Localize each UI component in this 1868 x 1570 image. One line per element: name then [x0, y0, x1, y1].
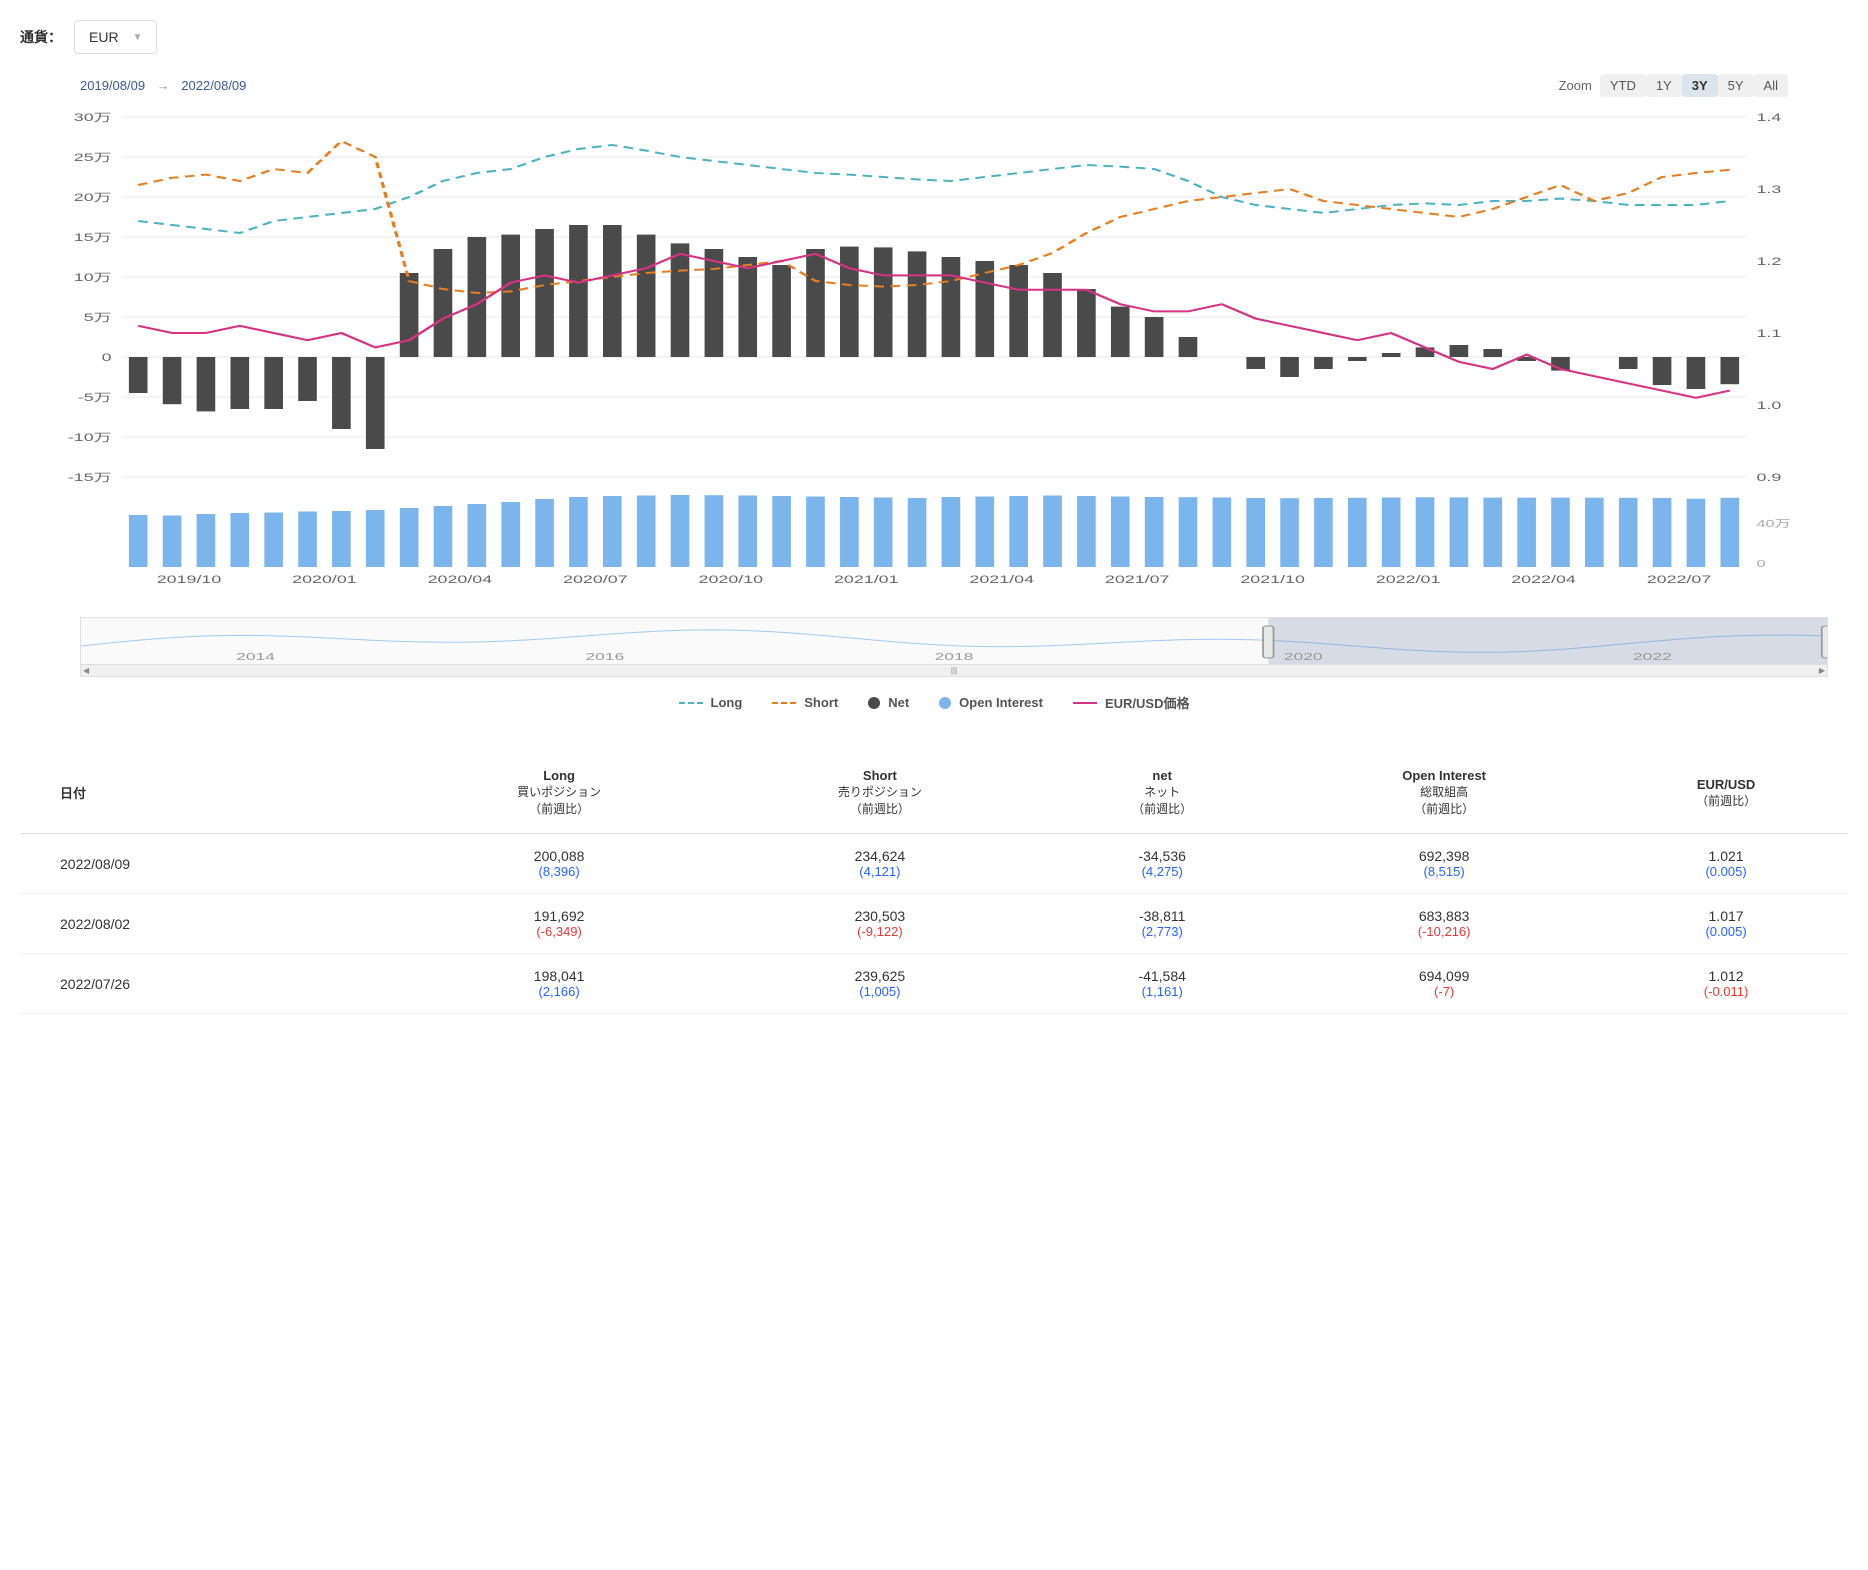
svg-text:0: 0: [102, 352, 112, 364]
svg-text:0: 0: [1756, 558, 1765, 569]
svg-text:2021/10: 2021/10: [1240, 574, 1305, 586]
scroll-right-icon[interactable]: ▶: [1819, 666, 1825, 675]
zoom-btn-1y[interactable]: 1Y: [1646, 74, 1682, 97]
svg-text:1.2: 1.2: [1756, 256, 1781, 268]
svg-text:2022/07: 2022/07: [1647, 574, 1712, 586]
col-header: netネット（前週比）: [1040, 752, 1284, 834]
legend-short-label: Short: [804, 695, 838, 710]
cell: -41,584(1,161): [1040, 954, 1284, 1014]
date-cell: 2022/08/02: [20, 894, 399, 954]
zoom-btn-all[interactable]: All: [1754, 74, 1788, 97]
svg-text:-5万: -5万: [78, 392, 112, 404]
col-header: Short売りポジション（前週比）: [720, 752, 1041, 834]
svg-text:2018: 2018: [935, 652, 974, 663]
currency-label: 通貨：: [20, 27, 62, 47]
date-cell: 2022/08/09: [20, 834, 399, 894]
legend-oi[interactable]: Open Interest: [939, 693, 1043, 712]
currency-value: EUR: [89, 29, 119, 45]
svg-text:5万: 5万: [84, 312, 112, 324]
svg-text:2021/04: 2021/04: [969, 574, 1034, 586]
svg-text:10万: 10万: [74, 272, 112, 284]
legend-long-label: Long: [711, 695, 743, 710]
date-cell: 2022/07/26: [20, 954, 399, 1014]
date-to: 2022/08/09: [181, 78, 246, 93]
cell: -34,536(4,275): [1040, 834, 1284, 894]
zoom-btn-5y[interactable]: 5Y: [1718, 74, 1754, 97]
legend-price[interactable]: EUR/USD価格: [1073, 693, 1190, 712]
table-row: 2022/08/09200,088(8,396)234,624(4,121)-3…: [20, 834, 1848, 894]
cell: 239,625(1,005): [720, 954, 1041, 1014]
svg-text:2020/10: 2020/10: [699, 574, 764, 586]
svg-text:2020/07: 2020/07: [563, 574, 628, 586]
currency-dropdown[interactable]: EUR ▼: [74, 20, 157, 54]
navigator-scrollbar[interactable]: ◀ ||| ▶: [81, 664, 1827, 676]
zoom-btn-3y[interactable]: 3Y: [1682, 74, 1718, 97]
svg-text:2020: 2020: [1284, 652, 1323, 663]
svg-text:0.9: 0.9: [1756, 472, 1781, 484]
svg-text:2022/01: 2022/01: [1376, 574, 1441, 586]
svg-text:1.1: 1.1: [1756, 328, 1781, 340]
legend-long[interactable]: Long: [679, 693, 743, 712]
cell: 234,624(4,121): [720, 834, 1041, 894]
table-row: 2022/08/02191,692(-6,349)230,503(-9,122)…: [20, 894, 1848, 954]
col-header: EUR/USD（前週比）: [1604, 752, 1848, 834]
svg-text:2020/01: 2020/01: [292, 574, 357, 586]
cell: -38,811(2,773): [1040, 894, 1284, 954]
chevron-down-icon: ▼: [133, 32, 143, 43]
arrow-icon: →: [157, 78, 170, 93]
svg-text:1.4: 1.4: [1756, 112, 1781, 124]
cell: 1.021(0.005): [1604, 834, 1848, 894]
cell: 692,398(8,515): [1284, 834, 1604, 894]
svg-text:25万: 25万: [74, 152, 112, 164]
svg-text:2021/01: 2021/01: [834, 574, 899, 586]
svg-text:-15万: -15万: [68, 472, 112, 484]
col-header: Open Interest総取組高（前週比）: [1284, 752, 1604, 834]
table-row: 2022/07/26198,041(2,166)239,625(1,005)-4…: [20, 954, 1848, 1014]
svg-text:2020/04: 2020/04: [428, 574, 493, 586]
navigator[interactable]: 2014 2016 2018 2020 2022 ◀ ||| ▶: [80, 617, 1828, 677]
date-from: 2019/08/09: [80, 78, 145, 93]
cell: 198,041(2,166): [399, 954, 720, 1014]
col-header: Long買いポジション（前週比）: [399, 752, 720, 834]
scroll-left-icon[interactable]: ◀: [83, 666, 89, 675]
legend-net-label: Net: [888, 695, 909, 710]
cell: 230,503(-9,122): [720, 894, 1041, 954]
svg-text:40万: 40万: [1756, 518, 1790, 529]
svg-text:2014: 2014: [236, 652, 275, 663]
legend-oi-label: Open Interest: [959, 695, 1043, 710]
cell: 694,099(-7): [1284, 954, 1604, 1014]
svg-text:2016: 2016: [585, 652, 624, 663]
svg-text:15万: 15万: [74, 232, 112, 244]
cell: 1.012(-0.011): [1604, 954, 1848, 1014]
data-table: 日付Long買いポジション（前週比）Short売りポジション（前週比）netネッ…: [20, 752, 1848, 1014]
svg-text:1.3: 1.3: [1756, 184, 1781, 196]
zoom-label: Zoom: [1559, 78, 1592, 93]
date-range[interactable]: 2019/08/09 → 2022/08/09: [80, 78, 246, 93]
legend-short[interactable]: Short: [772, 693, 838, 712]
legend: Long Short Net Open Interest EUR/USD価格: [20, 693, 1848, 712]
cell: 191,692(-6,349): [399, 894, 720, 954]
legend-net[interactable]: Net: [868, 693, 909, 712]
cell: 683,883(-10,216): [1284, 894, 1604, 954]
main-chart[interactable]: 30万 25万 20万 15万 10万 5万 0 -5万 -10万 -15万 1.4 1.3 1.2 1.…: [40, 107, 1828, 607]
zoom-controls: Zoom YTD1Y3Y5YAll: [1559, 74, 1788, 97]
svg-text:30万: 30万: [74, 112, 112, 124]
svg-text:20万: 20万: [74, 192, 112, 204]
svg-text:2022: 2022: [1633, 652, 1672, 663]
svg-text:2021/07: 2021/07: [1105, 574, 1170, 586]
cell: 200,088(8,396): [399, 834, 720, 894]
svg-text:2019/10: 2019/10: [157, 574, 222, 586]
cell: 1.017(0.005): [1604, 894, 1848, 954]
svg-text:2022/04: 2022/04: [1511, 574, 1576, 586]
zoom-btn-ytd[interactable]: YTD: [1600, 74, 1646, 97]
col-header: 日付: [20, 752, 399, 834]
legend-price-label: EUR/USD価格: [1105, 693, 1190, 712]
svg-text:-10万: -10万: [68, 432, 112, 444]
scroll-grip-icon: |||: [951, 666, 957, 675]
svg-text:1.0: 1.0: [1756, 400, 1781, 412]
